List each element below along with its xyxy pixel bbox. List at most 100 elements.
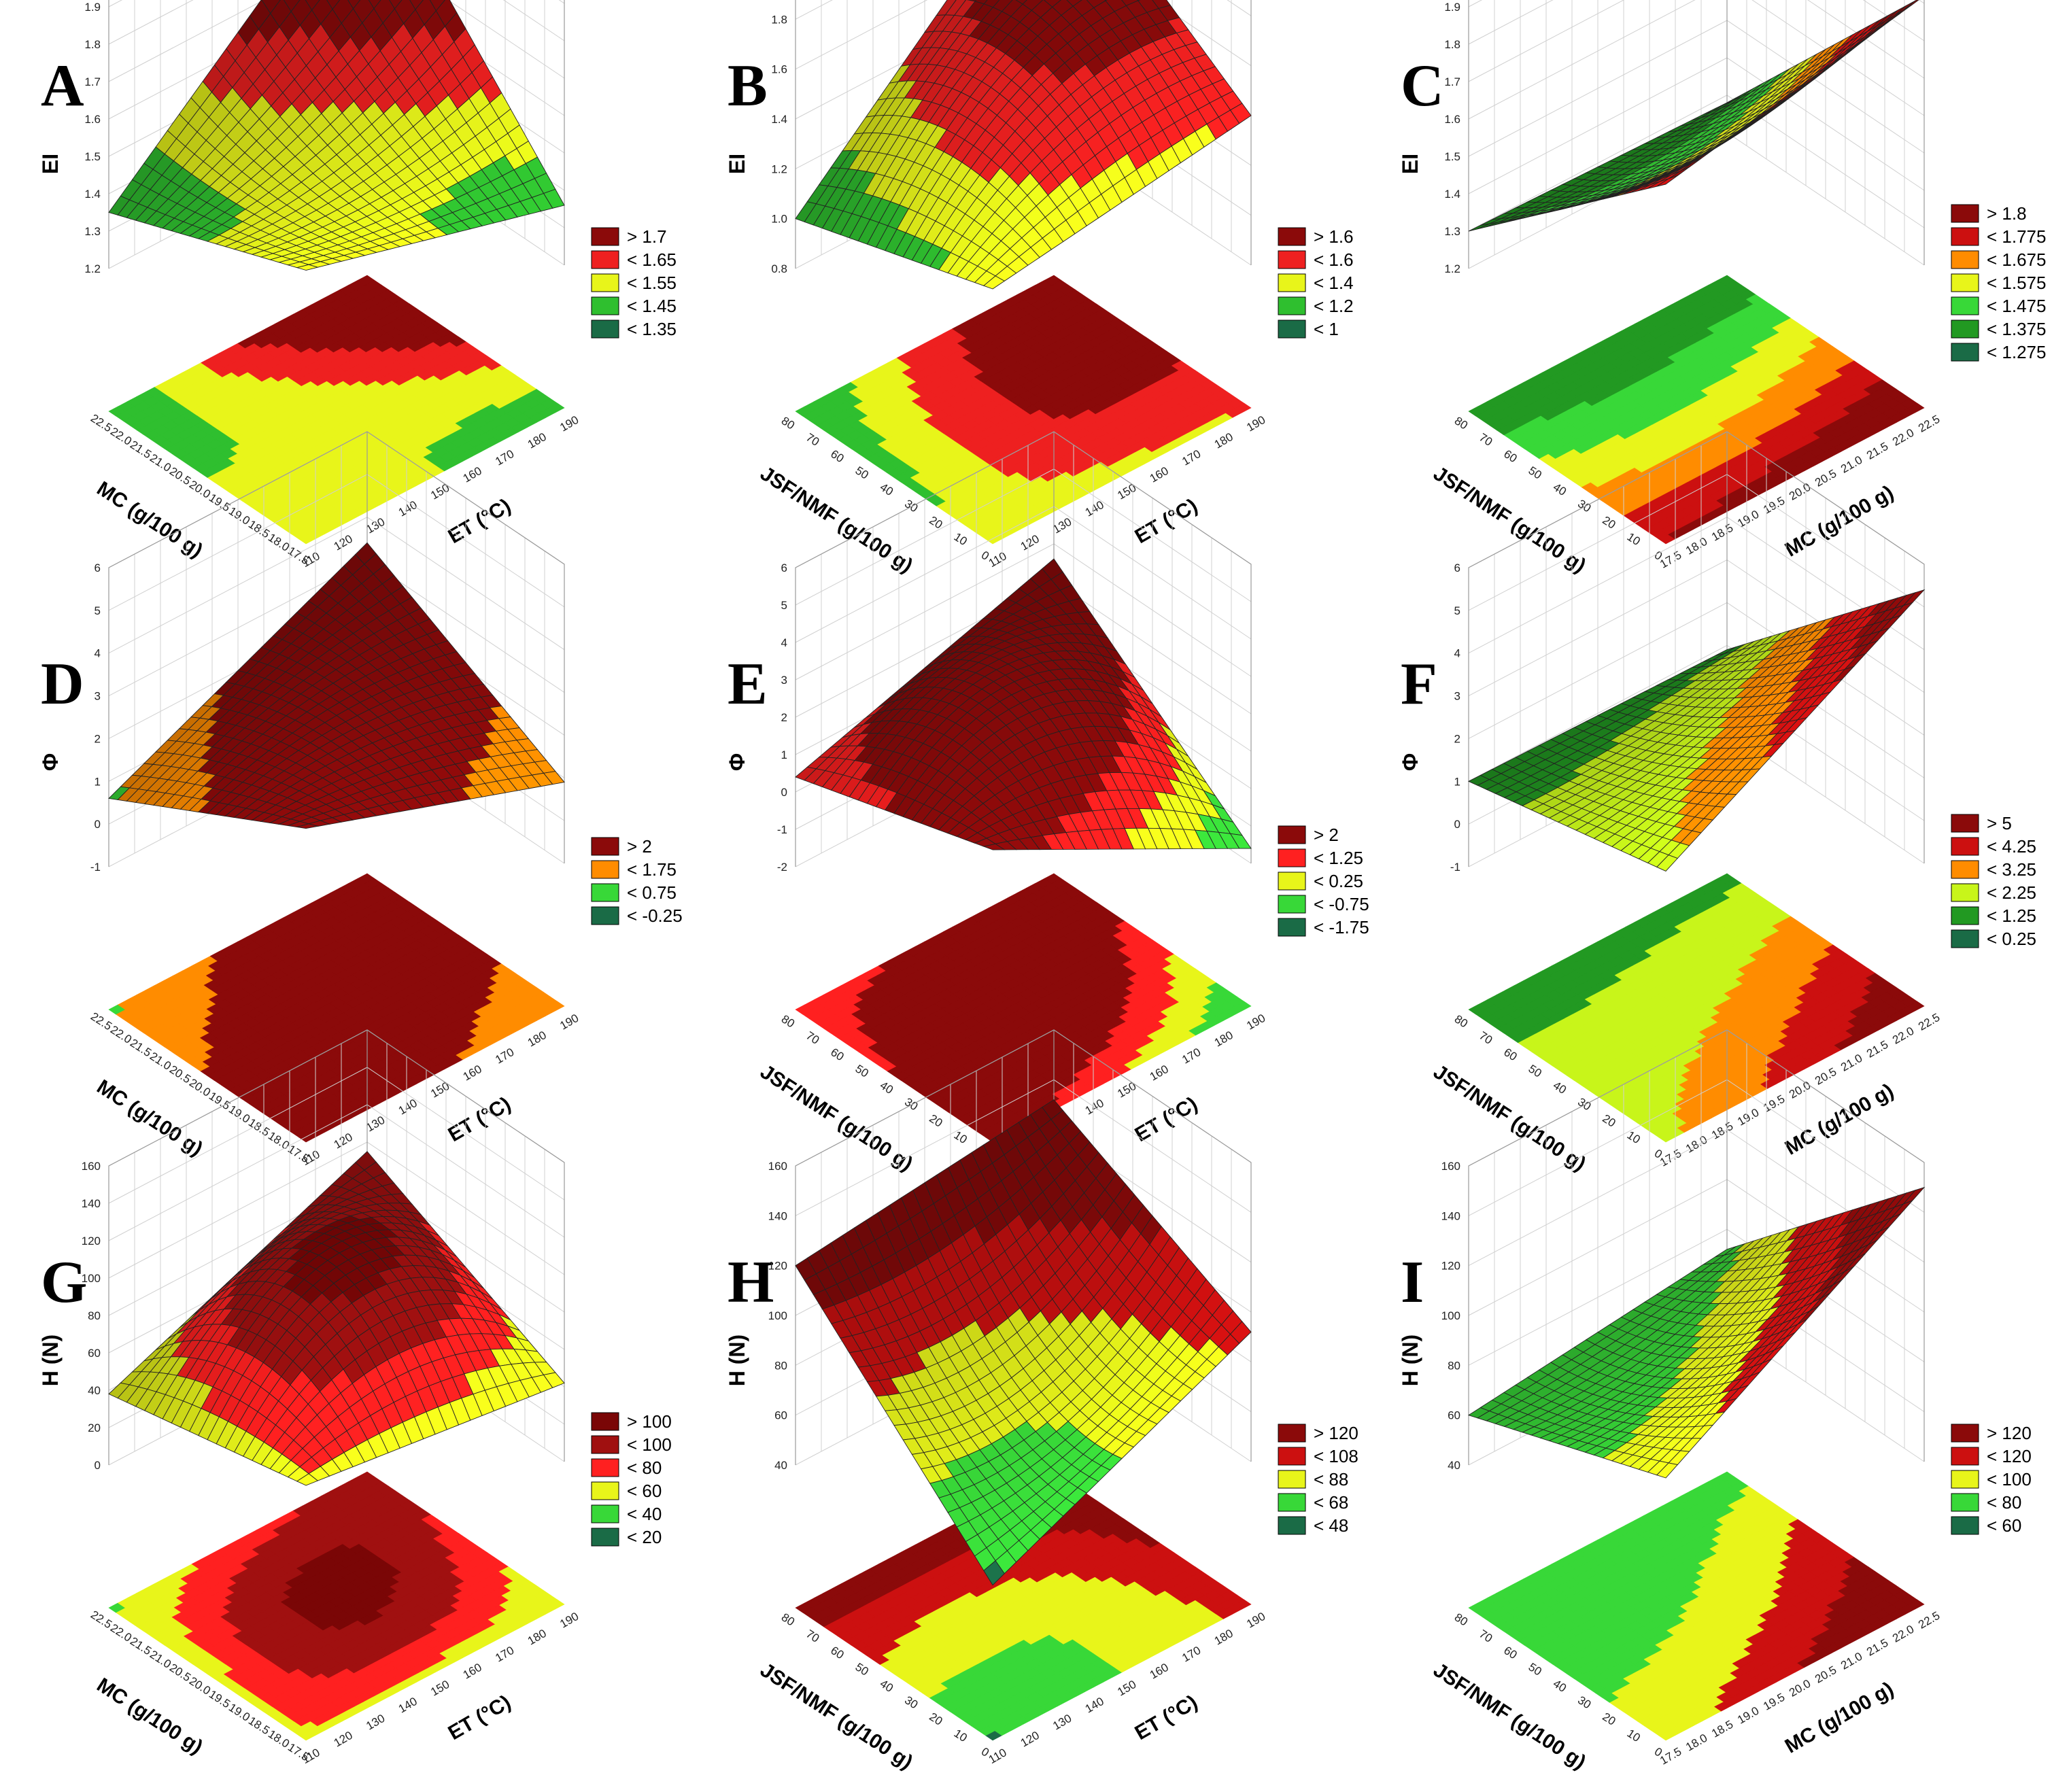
legend: > 2< 1.75< 0.75 < -0.25 — [591, 836, 683, 926]
legend-label: > 5 — [1987, 813, 2012, 833]
legend: > 1.8< 1.775< 1.675 < 1.575 < 1.475 < 1.375… — [1951, 203, 2046, 362]
legend-label: < 0.25 — [1314, 871, 1363, 891]
legend-label: < 1.275 — [1987, 342, 2046, 362]
legend-swatch — [591, 1504, 619, 1523]
legend-swatch — [591, 860, 619, 879]
z-tick-label: 1.2 — [771, 162, 787, 175]
legend-swatch — [1951, 227, 1979, 246]
legend-label: < 40 — [627, 1504, 662, 1524]
z-tick-label: 120 — [1441, 1260, 1460, 1273]
legend-swatch — [591, 250, 619, 269]
legend-label: > 120 — [1987, 1423, 2032, 1443]
z-tick-label: 6 — [781, 562, 787, 574]
z-tick-label: 140 — [768, 1209, 787, 1222]
z-tick-label: 1.2 — [1444, 262, 1460, 275]
legend-swatch — [591, 1435, 619, 1454]
legend-swatch — [1278, 320, 1306, 339]
legend-swatch — [1278, 895, 1306, 914]
z-axis-ticks: 0.81.01.21.41.61.82.0 — [771, 13, 787, 275]
panel-letter: F — [1401, 651, 1437, 717]
z-tick-label: 1.8 — [84, 38, 101, 51]
z-tick-label: 4 — [781, 636, 787, 649]
z-tick-label: 1.7 — [84, 75, 101, 88]
legend-swatch — [1951, 860, 1979, 879]
z-tick-label: 3 — [1454, 690, 1460, 703]
legend-swatch — [591, 320, 619, 339]
legend-swatch — [1951, 1516, 1979, 1535]
z-axis-ticks: -1 0 1 2 3 4 5 6 — [1450, 562, 1460, 874]
contour-floor — [795, 873, 1252, 1143]
legend-label: < 1.6 — [1314, 249, 1354, 270]
z-tick-label: 40 — [88, 1384, 101, 1397]
legend-label: < 2.25 — [1987, 882, 2036, 903]
z-tick-label: 80 — [1448, 1359, 1460, 1372]
legend-swatch — [591, 296, 619, 315]
z-tick-label: 1.4 — [1444, 188, 1460, 201]
legend-label: < 1.25 — [1987, 906, 2036, 926]
z-tick-label: -1 — [90, 861, 101, 874]
z-tick-label: 20 — [88, 1421, 101, 1434]
legend-swatch — [1951, 1493, 1979, 1512]
panel-C: C1.21.31.41.51.61.71.81.92.0EI0102030405… — [1398, 0, 2046, 577]
z-tick-label: 1.6 — [771, 63, 787, 76]
legend-label: > 1.7 — [627, 226, 667, 247]
z-axis-ticks: -1 0 1 2 3 4 5 6 — [90, 562, 101, 874]
contour-floor — [108, 1471, 565, 1741]
contour-floor — [1468, 275, 1925, 545]
z-tick-label: 120 — [768, 1260, 787, 1273]
z-axis-ticks: 1.21.31.41.51.61.71.81.92.0 — [84, 1, 101, 275]
legend-swatch — [591, 227, 619, 246]
z-tick-label: 40 — [1448, 1459, 1460, 1472]
legend-label: < 1.575 — [1987, 273, 2046, 293]
panel-B: B0.81.01.21.41.61.82.0EI0102030405060708… — [725, 0, 1354, 577]
legend-label: > 1.8 — [1987, 203, 2027, 224]
z-tick-label: 40 — [774, 1459, 787, 1472]
response-surface — [1468, 0, 1919, 232]
z-tick-label: 100 — [82, 1272, 101, 1285]
panel-letter: H — [728, 1250, 774, 1315]
legend-label: < 1.375 — [1987, 319, 2046, 339]
z-axis-label: Φ — [1398, 753, 1422, 771]
plot-box — [1468, 431, 1925, 867]
z-tick-label: 120 — [82, 1235, 101, 1247]
z-tick-label: 80 — [774, 1359, 787, 1372]
legend-swatch — [1278, 825, 1306, 844]
legend-swatch — [1278, 227, 1306, 246]
panel-letter: E — [728, 651, 768, 717]
legend-label: > 120 — [1314, 1423, 1358, 1443]
legend: > 5 < 4.25< 3.25< 2.25 < 1.25 < 0.25 — [1951, 813, 2036, 949]
response-surface — [1467, 589, 1926, 872]
legend-swatch — [1278, 1470, 1306, 1489]
legend: > 1.6< 1.6 < 1.4 < 1.2 < 1 — [1278, 226, 1354, 339]
z-axis-label: Φ — [725, 753, 749, 771]
legend-swatch — [1951, 204, 1979, 223]
z-tick-label: 1.7 — [1444, 75, 1460, 88]
legend-swatch — [1278, 848, 1306, 867]
legend-label: < 1.2 — [1314, 296, 1354, 316]
legend: > 120 < 120 < 100 < 80< 60 — [1951, 1423, 2032, 1536]
legend-swatch — [1951, 883, 1979, 902]
response-surface — [795, 558, 1252, 850]
z-tick-label: 1.3 — [84, 225, 101, 238]
z-tick-label: 0 — [781, 786, 787, 799]
z-tick-label: -2 — [777, 861, 787, 874]
legend-label: < -0.75 — [1314, 894, 1369, 914]
legend-swatch — [1951, 250, 1979, 269]
legend-label: < 0.25 — [1987, 929, 2036, 949]
legend-label: < 48 — [1314, 1515, 1348, 1536]
legend-swatch — [1278, 918, 1306, 937]
legend-swatch — [591, 906, 619, 925]
legend-label: < 88 — [1314, 1469, 1348, 1489]
z-tick-label: 60 — [88, 1347, 101, 1360]
legend-label: < 1.775 — [1987, 226, 2046, 247]
contour-floor — [108, 873, 565, 1143]
z-tick-label: 1.6 — [84, 113, 101, 126]
z-tick-label: 0 — [95, 818, 101, 831]
z-tick-label: -1 — [1450, 861, 1460, 874]
z-tick-label: 1.9 — [1444, 1, 1460, 14]
z-tick-label: 5 — [781, 599, 787, 612]
legend-swatch — [1951, 296, 1979, 315]
legend-label: < 1 — [1314, 319, 1339, 339]
panel-D: D-10123456Φ17.518.018.519.019.520.020.52… — [38, 431, 683, 1168]
legend-label: > 100 — [627, 1411, 672, 1432]
